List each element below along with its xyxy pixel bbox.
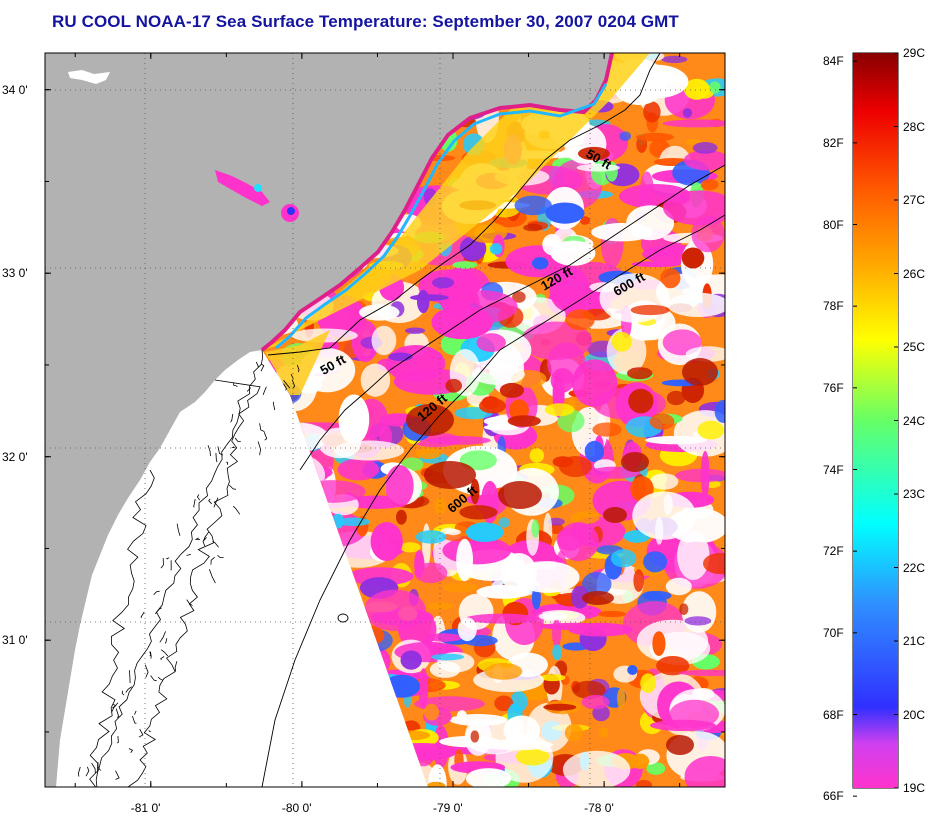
map-title: RU COOL NOAA-17 Sea Surface Temperature:… xyxy=(52,12,679,31)
inland-water xyxy=(68,70,299,222)
colorbar-f-label: 82F xyxy=(823,135,844,150)
colorbar-f-label: 76F xyxy=(823,380,844,395)
colorbar-f-label: 74F xyxy=(823,462,844,477)
colorbar-f-label: 66F xyxy=(823,789,844,804)
colorbar-f-label: 80F xyxy=(823,217,844,232)
lat-tick-label: 33 0' xyxy=(2,266,28,281)
isobath-600ft xyxy=(261,214,725,787)
lat-tick-label: 34 0' xyxy=(2,82,28,97)
colorbar-f-label: 68F xyxy=(823,707,844,722)
colorbar-f-label: 70F xyxy=(823,625,844,640)
lon-tick-label: -79 0' xyxy=(433,801,463,815)
isobath-50ft xyxy=(267,53,661,356)
colorbar xyxy=(853,52,898,797)
map-frame xyxy=(44,52,726,788)
colorbar-f-label: 78F xyxy=(823,299,844,314)
lon-tick-label: -78 0' xyxy=(584,801,614,815)
colorbar-c-label: 28C xyxy=(903,119,926,134)
colorbar-c-label: 23C xyxy=(903,487,926,501)
colorbar-c-label: 27C xyxy=(903,193,926,207)
colorbar-f-label: 84F xyxy=(823,54,844,69)
colorbar-c-label: 26C xyxy=(903,266,926,281)
lon-tick-label: -81 0' xyxy=(130,801,161,815)
lon-tick-label: -80 0' xyxy=(281,801,312,815)
colorbar-c-label: 25C xyxy=(903,340,926,354)
colorbar-c-label: 21C xyxy=(903,634,926,648)
lat-tick-label: 31 0' xyxy=(2,633,28,648)
colorbar-c-label: 24C xyxy=(903,413,926,428)
lat-tick-label: 32 0' xyxy=(2,449,28,464)
coastline-detail xyxy=(77,349,300,787)
graticule xyxy=(45,53,725,787)
colorbar-gradient xyxy=(853,53,898,788)
colorbar-c-label: 19C xyxy=(903,781,926,795)
colorbar-c-label: 20C xyxy=(903,707,926,722)
axis-ticks xyxy=(45,53,725,787)
colorbar-c-label: 22C xyxy=(903,560,926,575)
isobath-120ft xyxy=(299,164,725,471)
colorbar-c-label: 29C xyxy=(903,46,926,60)
nearshore-warm-band xyxy=(262,53,650,350)
isobaths xyxy=(261,53,725,787)
land-mass xyxy=(45,53,612,787)
colorbar-f-label: 72F xyxy=(823,544,844,559)
